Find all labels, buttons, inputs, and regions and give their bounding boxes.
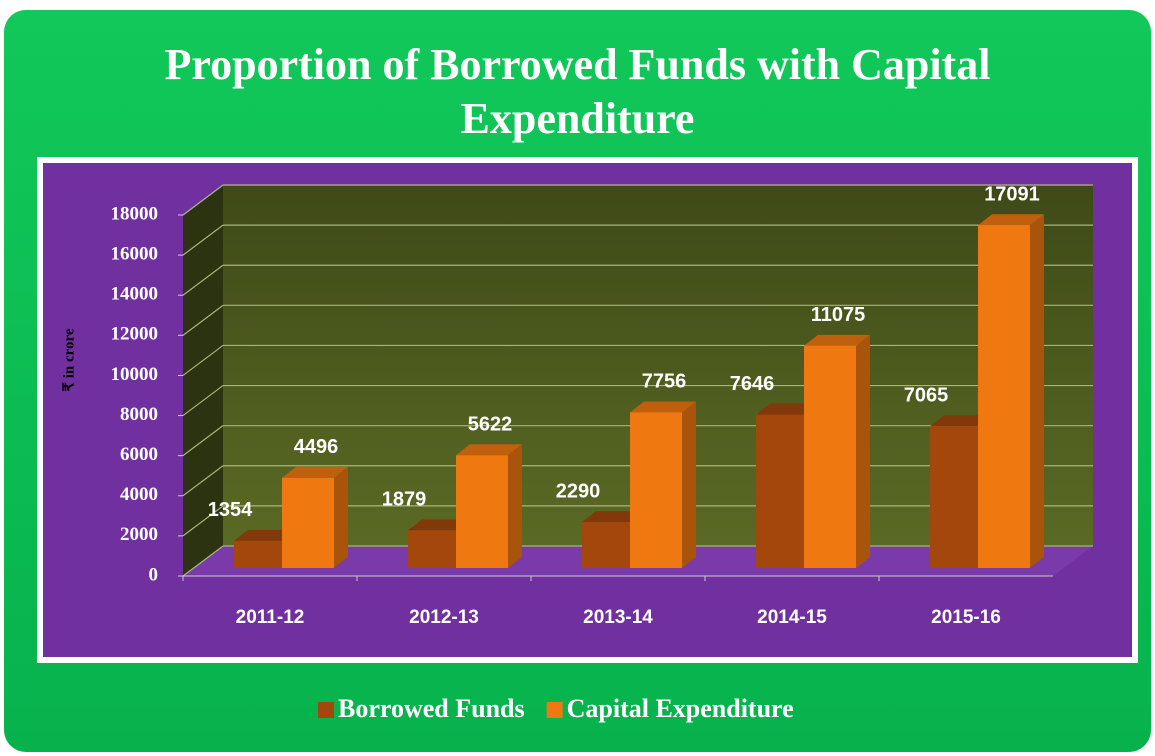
grid-line [182, 304, 224, 336]
legend-swatch [546, 702, 563, 718]
grid-line [182, 385, 224, 417]
grid-line [182, 224, 224, 256]
side-wall [183, 186, 223, 576]
value-label: 7065 [904, 385, 949, 407]
bar-side [682, 401, 696, 568]
bar-top [582, 511, 644, 523]
grid-line [182, 264, 224, 296]
bar [282, 477, 334, 568]
back-wall [223, 186, 1093, 546]
bar [234, 540, 282, 568]
y-tick-label: 4000 [120, 484, 158, 505]
bar [978, 225, 1030, 568]
legend-swatch [318, 702, 334, 718]
x-tick-label: 2012-13 [409, 607, 479, 628]
y-tick-label: 2000 [120, 524, 158, 545]
bar [408, 530, 456, 568]
bar [630, 412, 682, 568]
bar-top [804, 334, 870, 346]
value-label: 11075 [811, 304, 866, 326]
value-label: 4496 [294, 436, 339, 458]
y-tick-label: 12000 [111, 324, 159, 345]
bar [804, 345, 856, 568]
value-label: 5622 [468, 414, 513, 436]
grid-line [182, 545, 224, 577]
y-tick-label: 18000 [111, 203, 159, 224]
y-tick-label: 10000 [111, 364, 159, 385]
bar-top [408, 519, 470, 531]
bar-top [630, 401, 696, 413]
bar-top [234, 529, 296, 541]
bar-side [856, 334, 870, 568]
y-tick-label: 14000 [111, 284, 159, 305]
bar [930, 426, 978, 568]
bar-top [930, 415, 992, 427]
value-label: 1879 [382, 489, 427, 511]
y-tick-label: 16000 [111, 243, 159, 264]
value-label: 2290 [556, 480, 601, 502]
bar [756, 414, 804, 568]
bar-top [282, 466, 348, 478]
bar-side [334, 466, 348, 568]
bar [582, 522, 630, 568]
grid-line [182, 184, 224, 216]
bar-top [978, 214, 1044, 226]
grid-line [182, 344, 224, 376]
bar-top [456, 444, 522, 456]
legend-label: Borrowed Funds [338, 694, 525, 723]
value-label: 7756 [642, 371, 687, 393]
x-tick-label: 2011-12 [236, 607, 305, 628]
x-tick-label: 2014-15 [757, 607, 827, 628]
legend-label: Capital Expenditure [567, 694, 794, 723]
bar-side [1030, 214, 1044, 568]
y-tick-label: 6000 [120, 444, 158, 465]
grid-line [182, 425, 224, 457]
bar-side [508, 444, 522, 568]
y-axis-label: ₹ in crore [61, 328, 77, 391]
bar-top [756, 403, 818, 415]
x-tick-label: 2015-16 [931, 607, 1001, 628]
x-tick-label: 2013-14 [583, 607, 653, 628]
value-label: 17091 [984, 184, 1040, 206]
y-tick-label: 8000 [120, 404, 158, 425]
y-tick-label: 0 [149, 564, 159, 585]
value-label: 1354 [208, 499, 253, 521]
value-label: 7646 [730, 373, 775, 395]
bar [456, 455, 508, 568]
grid-line [182, 465, 224, 497]
grid-line [182, 505, 224, 537]
chart-title: Proportion of Borrowed Funds with Capita… [164, 40, 991, 143]
